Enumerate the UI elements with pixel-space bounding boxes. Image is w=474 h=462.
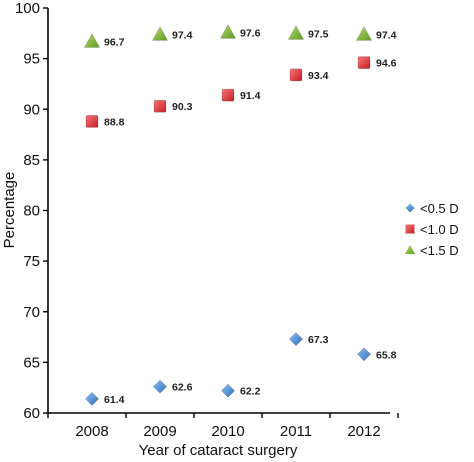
series-diamond: 61.4 62.6 62.2 67.3 65.8 xyxy=(85,332,397,406)
x-tick-label: 2011 xyxy=(280,423,312,440)
square-point xyxy=(221,88,235,102)
diamond-point xyxy=(289,332,303,347)
y-tick-label: 90 xyxy=(23,101,40,118)
square-point xyxy=(153,99,167,113)
triangle-point xyxy=(219,24,237,39)
data-label: 67.3 xyxy=(308,334,329,346)
legend-triangle-swatch xyxy=(405,245,415,254)
square-point xyxy=(357,56,371,69)
legend-item: <0.5 D xyxy=(405,201,459,216)
data-label: 88.8 xyxy=(104,116,125,128)
data-label: 65.8 xyxy=(376,349,397,361)
y-tick-label: 60 xyxy=(23,405,40,422)
x-axis-title: Year of cataract surgery xyxy=(139,442,298,459)
triangle-point xyxy=(287,25,305,40)
data-label: 97.4 xyxy=(376,29,397,41)
data-label: 62.6 xyxy=(172,382,193,394)
square-point xyxy=(289,68,303,82)
y-tick-label: 70 xyxy=(23,304,40,321)
data-label: 93.4 xyxy=(308,70,329,82)
y-tick-label: 100 xyxy=(15,0,40,17)
legend-item: <1.0 D xyxy=(405,222,459,237)
plot-marks: 61.4 62.6 62.2 67.3 65.8 88.8 90.3 91.4 93.4 94.6… xyxy=(83,24,397,406)
legend-item: <1.5 D xyxy=(405,243,459,258)
data-label: 90.3 xyxy=(172,101,193,113)
triangle-point xyxy=(83,33,101,48)
y-axis-ticks: 60 65 70 75 80 85 90 95 100 xyxy=(15,0,48,422)
diamond-point xyxy=(153,379,167,394)
data-label: 96.7 xyxy=(104,36,125,48)
legend-label: <0.5 D xyxy=(420,201,459,216)
x-tick-label: 2010 xyxy=(211,423,244,440)
y-axis-title: Percentage xyxy=(1,172,18,249)
series-triangle: 96.7 97.4 97.6 97.5 97.4 xyxy=(83,24,397,48)
x-axis-ticks: 2008 2009 2010 2011 2012 xyxy=(47,413,399,440)
diamond-point xyxy=(85,391,99,406)
data-label: 97.6 xyxy=(240,27,261,39)
y-tick-label: 65 xyxy=(23,354,40,371)
legend-square-swatch xyxy=(405,224,415,234)
y-tick-label: 75 xyxy=(23,253,40,270)
axes xyxy=(47,8,390,414)
diamond-point xyxy=(357,347,371,362)
y-tick-label: 95 xyxy=(23,51,40,68)
series-square: 88.8 90.3 91.4 93.4 94.6 xyxy=(85,56,397,128)
x-tick-label: 2008 xyxy=(75,423,108,440)
legend-label: <1.5 D xyxy=(420,243,459,258)
data-label: 94.6 xyxy=(376,58,397,70)
x-tick-label: 2009 xyxy=(143,423,176,440)
x-tick-label: 2012 xyxy=(347,423,380,440)
diamond-point xyxy=(221,383,235,398)
legend-label: <1.0 D xyxy=(420,222,459,237)
legend-diamond-swatch xyxy=(405,203,415,213)
triangle-point xyxy=(151,26,169,41)
data-label: 97.5 xyxy=(308,28,329,40)
y-tick-label: 80 xyxy=(23,203,40,220)
data-label: 62.2 xyxy=(240,386,261,398)
data-label: 61.4 xyxy=(104,394,125,406)
triangle-point xyxy=(355,26,373,41)
y-tick-label: 85 xyxy=(23,152,40,169)
data-label: 91.4 xyxy=(240,90,261,102)
square-point xyxy=(85,115,99,128)
legend: <0.5 D <1.0 D <1.5 D xyxy=(405,201,459,258)
data-label: 97.4 xyxy=(172,29,193,41)
